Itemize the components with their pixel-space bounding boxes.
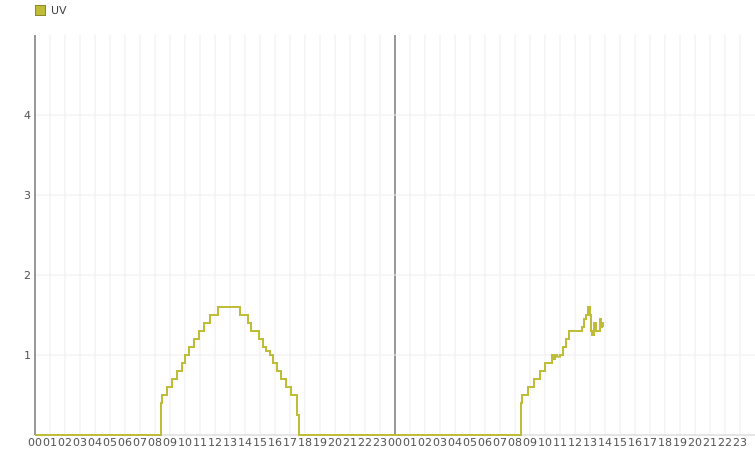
x-tick-label: 22 [718,436,732,449]
x-tick-label: 13 [583,436,597,449]
x-tick-label: 04 [88,436,102,449]
x-tick-label: 09 [163,436,177,449]
uv-line-day1 [35,306,395,436]
x-tick-label: 17 [643,436,657,449]
x-tick-label: 00 [28,436,42,449]
x-tick-label: 09 [523,436,537,449]
x-tick-label: 10 [178,436,192,449]
x-tick-label: 10 [538,436,552,449]
x-tick-label: 17 [283,436,297,449]
x-tick-label: 05 [463,436,477,449]
uv-line-day2 [395,306,604,436]
x-tick-label: 07 [133,436,147,449]
x-tick-label: 07 [493,436,507,449]
x-tick-label: 12 [208,436,222,449]
x-tick-label: 13 [223,436,237,449]
x-tick-label: 06 [118,436,132,449]
y-tick-label: 2 [24,269,31,282]
x-tick-label: 08 [148,436,162,449]
x-tick-label: 22 [358,436,372,449]
x-tick-label: 02 [58,436,72,449]
x-tick-label: 08 [508,436,522,449]
legend-swatch-uv [35,5,46,16]
x-tick-label: 01 [403,436,417,449]
y-tick-label: 4 [24,109,31,122]
legend-label-uv: UV [51,4,67,17]
x-tick-label: 19 [313,436,327,449]
y-tick-label: 1 [24,349,31,362]
x-tick-label: 20 [688,436,702,449]
x-tick-label: 04 [448,436,462,449]
x-tick-label: 20 [328,436,342,449]
x-tick-label: 15 [613,436,627,449]
x-tick-label: 11 [553,436,567,449]
x-tick-label: 21 [343,436,357,449]
x-tick-label: 12 [568,436,582,449]
x-tick-label: 05 [103,436,117,449]
x-tick-label: 18 [298,436,312,449]
x-tick-label: 19 [673,436,687,449]
x-tick-label: 23 [733,436,747,449]
x-tick-label: 00 [388,436,402,449]
x-tick-label: 02 [418,436,432,449]
x-tick-label: 01 [43,436,57,449]
x-tick-label: 14 [238,436,252,449]
x-tick-label: 21 [703,436,717,449]
x-tick-label: 14 [598,436,612,449]
x-tick-label: 03 [73,436,87,449]
x-tick-label: 11 [193,436,207,449]
y-tick-label: 3 [24,189,31,202]
x-tick-label: 16 [628,436,642,449]
legend[interactable]: UV [35,4,67,17]
x-tick-label: 03 [433,436,447,449]
x-tick-label: 16 [268,436,282,449]
x-tick-label: 06 [478,436,492,449]
x-tick-label: 18 [658,436,672,449]
x-tick-label: 15 [253,436,267,449]
x-tick-label: 23 [373,436,387,449]
